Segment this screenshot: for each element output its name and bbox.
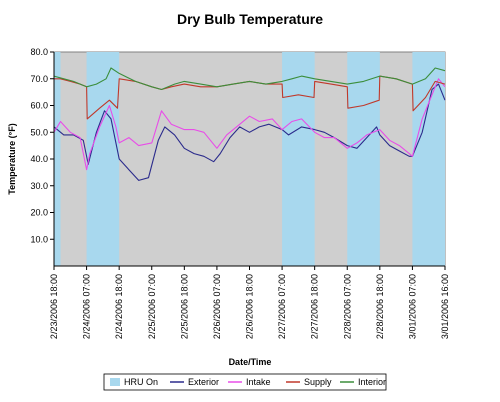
- series-lines: [53, 67, 446, 181]
- x-axis-ticks: 2/23/2006 18:00 2/24/2006 07:00 2/24/2006 …: [49, 266, 450, 339]
- x-tick-label: 3/01/2006 16:00: [440, 274, 450, 339]
- legend-label: HRU On: [124, 377, 158, 387]
- chart-title: Dry Bulb Temperature: [177, 11, 323, 27]
- series-line-exterior: [53, 83, 446, 181]
- hru-on-bands: [54, 52, 445, 266]
- y-tick-label: 50.0: [30, 127, 48, 137]
- y-tick-label: 60.0: [30, 101, 48, 111]
- y-tick-label: 30.0: [30, 181, 48, 191]
- hru-on-band: [54, 52, 61, 266]
- x-tick-label: 2/27/2006 07:00: [277, 274, 287, 339]
- legend-swatch-hru-on: [110, 378, 120, 386]
- x-tick-label: 2/25/2006 18:00: [179, 274, 189, 339]
- x-tick-label: 2/27/2006 18:00: [310, 274, 320, 339]
- hru-on-band: [86, 52, 120, 266]
- legend-box: [103, 373, 387, 391]
- x-tick-label: 2/23/2006 18:00: [49, 274, 59, 339]
- x-tick-label: 2/28/2006 18:00: [375, 274, 385, 339]
- x-tick-label: 2/24/2006 18:00: [114, 274, 124, 339]
- y-axis-title: Temperature (°F): [7, 123, 17, 194]
- legend-label: Exterior: [188, 377, 219, 387]
- x-tick-label: 3/01/2006 07:00: [407, 274, 417, 339]
- y-tick-label: 40.0: [30, 154, 48, 164]
- y-tick-label: 70.0: [30, 74, 48, 84]
- hru-on-band: [412, 52, 445, 266]
- x-tick-label: 2/28/2006 07:00: [342, 274, 352, 339]
- x-tick-label: 2/26/2006 07:00: [212, 274, 222, 339]
- series-line-intake: [53, 78, 446, 171]
- legend-label: Supply: [304, 377, 332, 387]
- x-axis-title: Date/Time: [229, 357, 272, 367]
- x-tick-label: 2/26/2006 18:00: [245, 274, 255, 339]
- y-axis-ticks: 10.0 20.0 30.0 40.0 50.0 60.0 70.0 80.0: [30, 47, 54, 244]
- x-tick-label: 2/25/2006 07:00: [147, 274, 157, 339]
- x-tick-label: 2/24/2006 07:00: [82, 274, 92, 339]
- hru-on-band: [282, 52, 315, 266]
- y-tick-label: 10.0: [30, 234, 48, 244]
- legend-label: Interior: [358, 377, 386, 387]
- series-line-interior: [53, 67, 446, 91]
- y-tick-label: 80.0: [30, 47, 48, 57]
- hru-on-band: [347, 52, 380, 266]
- legend: HRU On Exterior Intake Supply Interior: [110, 377, 386, 387]
- legend-label: Intake: [246, 377, 271, 387]
- y-tick-label: 20.0: [30, 208, 48, 218]
